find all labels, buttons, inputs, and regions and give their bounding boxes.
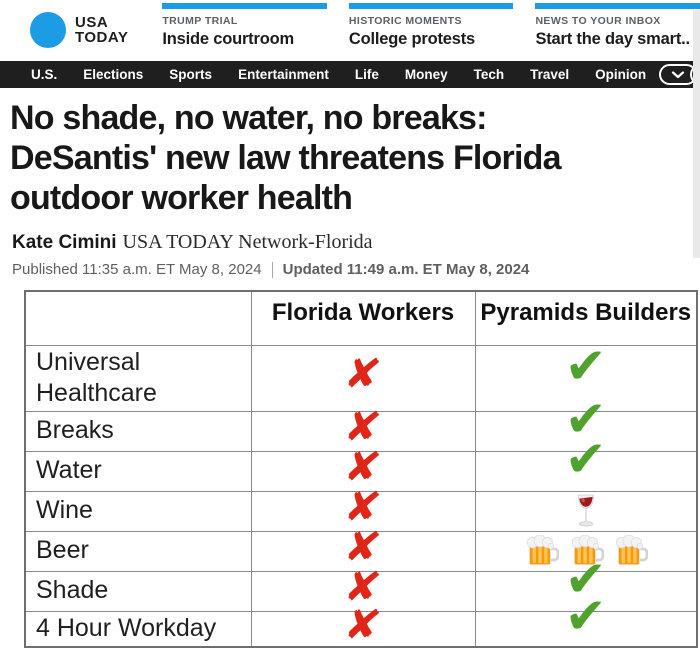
promo-title: Inside courtroom — [162, 30, 294, 48]
green-check-icon: ✔ — [564, 337, 607, 394]
row-label: Beer — [24, 530, 252, 572]
published-timestamp: Published 11:35 a.m. ET May 8, 2024 — [12, 261, 262, 278]
article-headline: No shade, no water, no breaks: DeSantis'… — [10, 98, 690, 218]
author-name[interactable]: Kate Cimini — [12, 232, 117, 253]
wine-glass-icon — [577, 494, 594, 527]
usa-today-logo-text: USA TODAY — [75, 15, 128, 45]
table-row: Water ✘ ✔ — [24, 434, 698, 492]
table-row: 4 Hour Workday ✘ ✔ — [24, 591, 698, 649]
table-row: Shade ✘ ✔ — [24, 554, 698, 612]
green-check-icon: ✔ — [564, 550, 607, 607]
promo-newsletter[interactable]: NEWS TO YOUR INBOX Start the day smart.. — [535, 0, 700, 61]
row-label: Shade — [24, 570, 252, 612]
header-empty — [24, 290, 252, 346]
promo-accent-bar — [535, 3, 700, 9]
table-header-row: Florida Workers Pyramids Builders — [24, 290, 698, 346]
headline-line-1: No shade, no water, no breaks: — [10, 99, 487, 137]
nav-item-money[interactable]: Money — [404, 67, 448, 82]
usa-today-logo[interactable]: USA TODAY — [30, 10, 128, 50]
timestamp-divider — [271, 261, 273, 278]
top-nav: U.S. Elections Sports Entertainment Life… — [0, 61, 700, 88]
headline-line-2: DeSantis' new law threatens Florida — [10, 139, 561, 177]
nav-item-sports[interactable]: Sports — [169, 67, 213, 82]
promo-accent-bar — [162, 3, 327, 9]
table-row: Wine ✘ — [24, 482, 698, 532]
row-label: Water — [24, 450, 252, 492]
nav-item-us[interactable]: U.S. — [31, 67, 58, 82]
headline-line-3: outdoor worker health — [10, 179, 353, 217]
header-pyramids-builders: Pyramids Builders — [474, 290, 698, 346]
row-label: 4 Hour Workday — [24, 610, 252, 648]
nav-item-travel[interactable]: Travel — [530, 67, 570, 82]
row-label: Wine — [24, 490, 252, 532]
row-label: Universal Healthcare — [24, 344, 252, 412]
promo-kicker: TRUMP TRIAL — [162, 15, 238, 27]
nav-item-tech[interactable]: Tech — [473, 67, 505, 82]
updated-timestamp: Updated 11:49 a.m. ET May 8, 2024 — [282, 261, 530, 278]
masthead: USA TODAY TRUMP TRIAL Inside courtroom H… — [0, 0, 700, 61]
timestamp-row: Published 11:35 a.m. ET May 8, 2024 Upda… — [10, 261, 690, 278]
promo-kicker: NEWS TO YOUR INBOX — [535, 15, 661, 27]
scrollbar-strip[interactable] — [693, 10, 700, 258]
nav-item-life[interactable]: Life — [354, 67, 379, 82]
green-check-icon: ✔ — [564, 588, 607, 645]
chevron-down-icon — [672, 70, 685, 78]
logo-line-2: TODAY — [75, 29, 129, 46]
green-check-icon: ✔ — [564, 390, 607, 447]
header-florida-workers: Florida Workers — [250, 290, 476, 346]
comparison-table: Florida Workers Pyramids Builders Univer… — [24, 290, 698, 649]
article: No shade, no water, no breaks: DeSantis'… — [0, 98, 700, 649]
usa-today-logo-icon — [30, 12, 66, 48]
red-cross-icon: ✘ — [341, 348, 385, 399]
beer-mug-icon — [616, 535, 649, 566]
publication-source: USA TODAY Network-Florida — [122, 231, 373, 253]
beer-mug-icon — [527, 535, 560, 566]
green-check-icon: ✔ — [564, 430, 607, 487]
byline: Kate Cimini USA TODAY Network-Florida — [10, 231, 690, 254]
promo-historic-moments[interactable]: HISTORIC MOMENTS College protests — [348, 0, 514, 61]
nav-item-opinion[interactable]: Opinion — [595, 67, 647, 82]
row-label: Breaks — [24, 410, 252, 452]
beer-mug-icon — [571, 535, 604, 566]
nav-item-entertainment[interactable]: Entertainment — [238, 67, 329, 82]
promo-title: Start the day smart.. — [535, 30, 690, 48]
promo-accent-bar — [348, 3, 514, 9]
table-row: Universal Healthcare ✘ ✔ — [24, 341, 698, 412]
nav-item-elections[interactable]: Elections — [83, 67, 144, 82]
promo-title: College protests — [348, 30, 475, 48]
promo-strip: TRUMP TRIAL Inside courtroom HISTORIC MO… — [162, 0, 700, 61]
red-cross-icon: ✘ — [341, 599, 385, 649]
promo-kicker: HISTORIC MOMENTS — [348, 15, 462, 27]
promo-trump-trial[interactable]: TRUMP TRIAL Inside courtroom — [162, 0, 327, 61]
table-row: Beer ✘ — [24, 522, 698, 572]
logo-line-1: USA — [75, 14, 109, 31]
